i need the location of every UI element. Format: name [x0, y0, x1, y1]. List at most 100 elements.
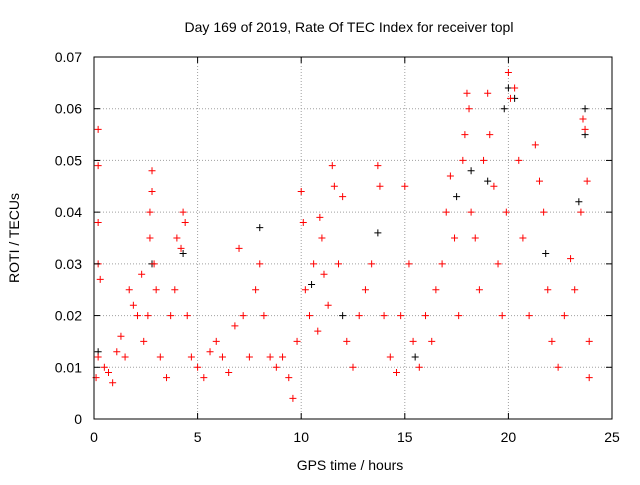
data-point	[272, 363, 280, 371]
data-point	[279, 353, 287, 361]
data-point	[125, 286, 133, 294]
data-point	[560, 312, 568, 320]
data-point	[567, 255, 575, 263]
data-point	[540, 208, 548, 216]
data-point	[129, 301, 137, 309]
data-point	[409, 337, 417, 345]
data-point	[581, 125, 589, 133]
y-tick-label: 0.07	[55, 49, 82, 65]
data-point	[579, 115, 587, 123]
y-axis-ticks: 0 0.01 0.02 0.03 0.04 0.05 0.06 0.07	[55, 49, 612, 427]
y-tick-label: 0.04	[55, 204, 82, 220]
data-point	[252, 286, 260, 294]
data-point	[318, 234, 326, 242]
data-point	[531, 141, 539, 149]
x-tick-label: 5	[194, 429, 202, 445]
data-point	[498, 312, 506, 320]
data-point	[368, 260, 376, 268]
plot-frame	[93, 56, 613, 420]
data-point	[502, 208, 510, 216]
data-point	[451, 234, 459, 242]
data-point	[475, 286, 483, 294]
data-point	[486, 131, 494, 139]
data-point	[484, 89, 492, 97]
data-point	[146, 208, 154, 216]
data-point	[411, 353, 419, 361]
data-point	[146, 234, 154, 242]
data-point	[339, 193, 347, 201]
data-point	[266, 353, 274, 361]
data-point	[334, 260, 342, 268]
data-point	[463, 89, 471, 97]
data-point	[422, 312, 430, 320]
y-tick-label: 0.01	[55, 359, 82, 375]
data-point	[117, 332, 125, 340]
data-point	[583, 177, 591, 185]
data-point	[471, 234, 479, 242]
x-axis-ticks: 0 5 10 15 20 25	[90, 57, 620, 445]
data-point	[109, 379, 117, 387]
x-axis-label: GPS time / hours	[297, 457, 404, 473]
data-point	[446, 172, 454, 180]
data-point	[121, 353, 129, 361]
data-point	[177, 244, 185, 252]
data-point	[361, 286, 369, 294]
data-point	[542, 250, 550, 258]
y-tick-label: 0.02	[55, 308, 82, 324]
data-point	[519, 234, 527, 242]
data-point	[245, 353, 253, 361]
data-point	[314, 327, 322, 335]
data-point	[480, 156, 488, 164]
data-point	[138, 270, 146, 278]
data-point	[401, 182, 409, 190]
data-point	[511, 84, 519, 92]
data-point	[152, 286, 160, 294]
grid	[94, 57, 612, 419]
data-point	[504, 69, 512, 77]
data-point	[256, 260, 264, 268]
data-point	[461, 131, 469, 139]
data-point	[316, 213, 324, 221]
data-point	[500, 105, 508, 113]
data-point	[328, 162, 336, 170]
data-point	[324, 301, 332, 309]
data-point	[330, 182, 338, 190]
data-point	[428, 337, 436, 345]
data-point	[148, 167, 156, 175]
data-point	[548, 337, 556, 345]
data-point	[393, 368, 401, 376]
data-point	[571, 286, 579, 294]
data-point	[206, 348, 214, 356]
data-point	[293, 337, 301, 345]
data-point	[343, 337, 351, 345]
data-point	[163, 374, 171, 382]
data-point	[442, 208, 450, 216]
data-point	[256, 224, 264, 232]
data-point	[535, 177, 543, 185]
x-tick-label: 15	[397, 429, 413, 445]
data-point	[150, 260, 158, 268]
data-point	[575, 198, 583, 206]
data-point	[231, 322, 239, 330]
data-point	[179, 208, 187, 216]
data-point	[260, 312, 268, 320]
data-point	[218, 353, 226, 361]
data-point	[144, 312, 152, 320]
x-tick-label: 10	[293, 429, 309, 445]
data-point	[453, 193, 461, 201]
data-point	[467, 208, 475, 216]
data-point	[415, 363, 423, 371]
data-point	[212, 337, 220, 345]
data-point	[100, 363, 108, 371]
y-tick-label: 0.03	[55, 256, 82, 272]
data-point	[167, 312, 175, 320]
data-point	[490, 182, 498, 190]
data-point	[235, 244, 243, 252]
y-axis-label: ROTI / TECUs	[6, 193, 22, 283]
data-point	[494, 260, 502, 268]
data-point	[339, 312, 347, 320]
data-points	[92, 69, 593, 402]
data-point	[173, 234, 181, 242]
data-point	[113, 348, 121, 356]
x-tick-label: 25	[604, 429, 620, 445]
